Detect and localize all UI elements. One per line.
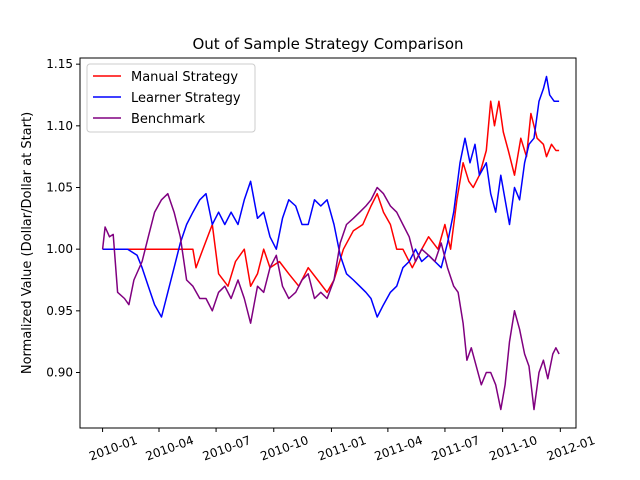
plot-frame — [79, 57, 577, 429]
y-axis-label: Normalized Value (Dollar/Dollar at Start… — [20, 112, 35, 374]
x-tick-label: 2010-04 — [144, 433, 196, 463]
x-tick-label: 2010-10 — [258, 433, 310, 463]
series-line-manual-strategy — [102, 100, 560, 294]
y-tick-label: 0.90 — [46, 366, 73, 380]
y-tick-label: 1.05 — [46, 181, 73, 195]
x-tick-label: 2012-01 — [545, 433, 597, 463]
x-axis-ticks: 2010-01 2010-04 2010-07 2010-10 2011-01 2011-… — [87, 428, 597, 463]
x-tick-label: 2011-10 — [487, 433, 539, 463]
legend-box — [86, 63, 256, 133]
y-axis-ticks: 0.90 0.95 1.00 1.05 1.10 1.15 — [46, 57, 80, 380]
x-tick-label: 2010-01 — [87, 433, 139, 463]
x-tick-label: 2011-04 — [373, 433, 425, 463]
chart-title: Out of Sample Strategy Comparison — [192, 35, 463, 53]
x-tick-label: 2011-01 — [316, 433, 368, 463]
legend-label-learner-strategy: Learner Strategy — [131, 91, 241, 106]
series-line-benchmark — [101, 186, 560, 411]
x-tick-label: 2011-07 — [430, 433, 482, 463]
x-tick-label: 2010-07 — [201, 433, 253, 463]
y-tick-label: 1.15 — [46, 57, 73, 71]
legend-label-benchmark: Benchmark — [131, 112, 206, 127]
y-tick-label: 0.95 — [46, 304, 73, 318]
y-tick-label: 1.10 — [46, 119, 73, 133]
legend: Manual Strategy Learner Strategy Benchmark — [86, 63, 256, 133]
series-line-learner-strategy — [102, 75, 560, 318]
plot-lines — [101, 75, 560, 411]
legend-label-manual-strategy: Manual Strategy — [131, 70, 238, 85]
y-tick-label: 1.00 — [46, 242, 73, 256]
